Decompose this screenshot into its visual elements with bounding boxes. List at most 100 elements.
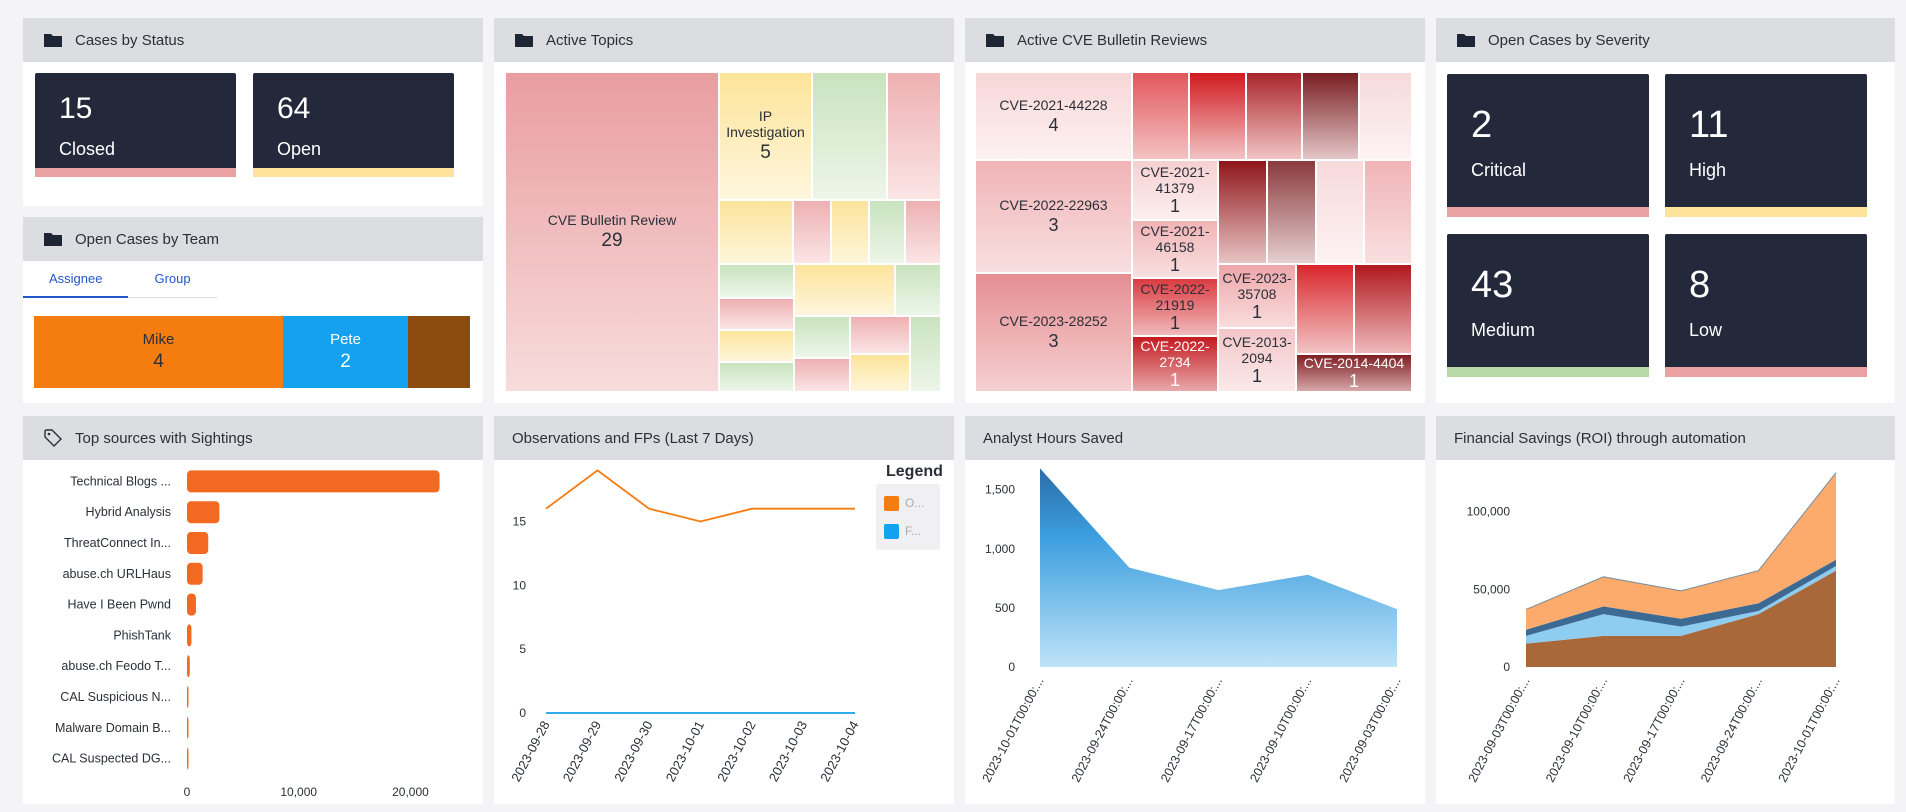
severity-card-high[interactable]: 11 High: [1665, 74, 1867, 217]
cve-cell[interactable]: [1267, 160, 1316, 264]
legend-item[interactable]: F...: [884, 520, 940, 542]
bar-category-label: abuse.ch Feodo T...: [61, 659, 171, 673]
tab-group[interactable]: Group: [128, 261, 217, 298]
treemap-cell[interactable]: [887, 72, 941, 200]
treemap-cell-label: IP Investigation: [726, 107, 805, 141]
financial-title: Financial Savings (ROI) through automati…: [1454, 429, 1746, 447]
area-series: [1526, 559, 1836, 636]
cve-cell[interactable]: [1189, 72, 1246, 160]
tab-assignee[interactable]: Assignee: [23, 261, 129, 298]
team-segment-mike[interactable]: Mike 4: [34, 316, 283, 388]
top-sources-panel: Top sources with Sightings Technical Blo…: [23, 416, 483, 804]
cve-cell[interactable]: CVE-2021-46158 1: [1132, 220, 1218, 278]
treemap-cell-ip-investigation[interactable]: IP Investigation 5: [719, 72, 812, 200]
cve-cell[interactable]: CVE-2022-22963 3: [975, 160, 1132, 273]
cve-cell[interactable]: CVE-2023-28252 3: [975, 273, 1132, 392]
treemap-cell[interactable]: [812, 72, 887, 200]
cve-cell[interactable]: CVE-2013-2094 1: [1218, 328, 1296, 392]
treemap-cell[interactable]: [794, 358, 850, 392]
folder-icon: [1456, 32, 1476, 48]
severity-card-label: Critical: [1471, 160, 1527, 180]
treemap-cell-value: 5: [760, 142, 771, 164]
cve-cell[interactable]: CVE-2021-41379 1: [1132, 160, 1218, 220]
folder-icon: [514, 32, 534, 48]
legend: O... F...: [876, 484, 940, 550]
x-tick-label: 2023-09-30: [611, 718, 655, 784]
y-tick-label: 100,000: [1467, 505, 1511, 519]
treemap-cell[interactable]: [905, 200, 941, 264]
severity-card-stripe: [1665, 367, 1867, 377]
treemap-cell-value: 29: [601, 230, 623, 252]
team-segment-value: 4: [153, 351, 164, 372]
cve-cell[interactable]: [1246, 72, 1302, 160]
treemap-cell[interactable]: [895, 264, 941, 316]
treemap-cell[interactable]: [850, 316, 910, 354]
cve-cell[interactable]: CVE-2023-35708 1: [1218, 264, 1296, 328]
folder-icon: [43, 231, 63, 247]
cve-cell[interactable]: [1218, 160, 1267, 264]
area-series: [1526, 570, 1836, 667]
team-segment-other[interactable]: [408, 316, 470, 388]
treemap-cell[interactable]: [831, 200, 869, 264]
cve-treemap: CVE-2021-44228 4 CVE-2022-22963 3 CVE-20…: [975, 72, 1412, 392]
team-bar: Mike 4 Pete 2: [34, 316, 470, 388]
analyst-hours-panel: Analyst Hours Saved 0 500 1,000 1,500 2023-1…: [965, 416, 1425, 804]
severity-card-label: High: [1689, 160, 1727, 180]
treemap-cell[interactable]: [794, 316, 850, 358]
treemap-cell[interactable]: [719, 298, 794, 330]
area-series: [1040, 468, 1397, 667]
cve-cell-label: CVE-2022-22963: [999, 197, 1108, 214]
treemap-cell[interactable]: [869, 200, 905, 264]
cve-cell[interactable]: [1296, 264, 1354, 354]
severity-card-value: 11: [1689, 104, 1729, 146]
cve-cell[interactable]: [1302, 72, 1359, 160]
active-topics-panel: Active Topics CVE Bulletin Review 29 IP …: [494, 18, 954, 403]
top-sources-header: Top sources with Sightings: [23, 416, 483, 460]
severity-card-low[interactable]: 8 Low: [1665, 234, 1867, 377]
treemap-cell[interactable]: [719, 200, 793, 264]
cve-cell[interactable]: [1316, 160, 1364, 264]
bar: [187, 747, 189, 770]
cve-cell-value: 3: [1048, 331, 1059, 352]
treemap-cell[interactable]: [850, 354, 910, 392]
status-card-closed[interactable]: 15 Closed: [35, 73, 236, 177]
cve-cell-label: CVE-2021-46158: [1140, 222, 1210, 255]
cve-cell[interactable]: [1354, 264, 1412, 354]
treemap-cell[interactable]: [793, 200, 831, 264]
team-segment-pete[interactable]: Pete 2: [283, 316, 408, 388]
open-cases-by-team-title: Open Cases by Team: [75, 230, 219, 248]
cve-cell[interactable]: CVE-2022-21919 1: [1132, 278, 1218, 336]
treemap-cell[interactable]: [719, 330, 794, 362]
severity-card-medium[interactable]: 43 Medium: [1447, 234, 1649, 377]
cve-cell-label: CVE-2022-2734: [1140, 337, 1210, 370]
y-tick-label: 50,000: [1473, 582, 1510, 596]
cve-cell[interactable]: [1359, 72, 1412, 160]
cve-cell[interactable]: CVE-2022-2734 1: [1132, 336, 1218, 392]
x-tick-label: 20,000: [392, 785, 429, 799]
bar: [187, 470, 440, 493]
cve-cell[interactable]: CVE-2014-4404 1: [1296, 354, 1412, 392]
y-tick-label: 0: [519, 706, 526, 720]
y-tick-label: 15: [513, 514, 527, 528]
legend-item[interactable]: O...: [884, 492, 940, 514]
severity-card-critical[interactable]: 2 Critical: [1447, 74, 1649, 217]
treemap-cell[interactable]: [910, 316, 941, 392]
cve-cell[interactable]: CVE-2021-44228 4: [975, 72, 1132, 160]
treemap-cell[interactable]: [794, 264, 895, 316]
x-tick-label: 2023-09-28: [508, 718, 552, 784]
treemap-cell-cve-bulletin-review[interactable]: CVE Bulletin Review 29: [505, 72, 719, 392]
bar-category-label: Technical Blogs ...: [70, 474, 171, 488]
x-tick-label: 2023-10-01T00:00:...: [1775, 675, 1842, 785]
analyst-hours-chart: 0 500 1,000 1,500 2023-10-01T00:00:... 2023-0…: [979, 468, 1404, 784]
treemap-cell[interactable]: [719, 362, 794, 392]
treemap-cell[interactable]: [719, 264, 794, 298]
cve-cell[interactable]: [1364, 160, 1412, 264]
y-tick-label: 0: [1503, 660, 1510, 674]
bar: [187, 686, 189, 708]
cve-cell-value: 1: [1169, 312, 1180, 333]
legend-title: Legend: [886, 463, 943, 480]
status-card-open[interactable]: 64 Open: [253, 73, 454, 177]
cve-cell[interactable]: [1132, 72, 1189, 160]
